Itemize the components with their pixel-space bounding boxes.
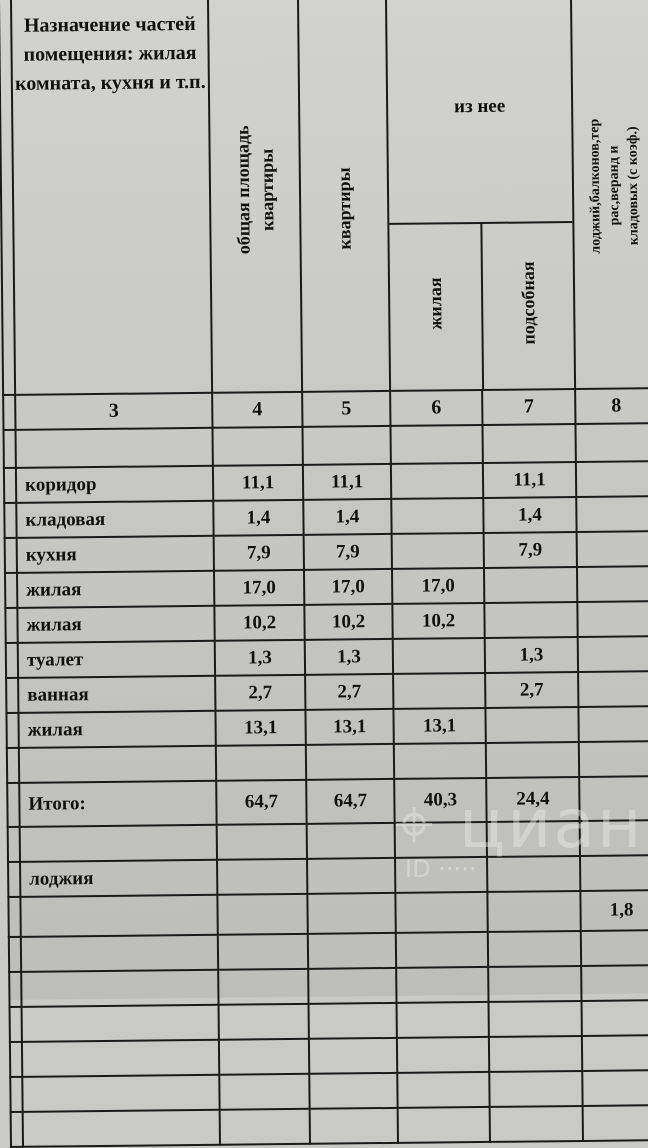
area-c4: 1,3 bbox=[214, 639, 306, 676]
area-c6: 13,1 bbox=[393, 707, 486, 744]
area-c5: 11,1 bbox=[302, 463, 392, 500]
area-c6 bbox=[391, 497, 484, 534]
area-c6 bbox=[393, 672, 486, 709]
area-c8 bbox=[577, 636, 648, 672]
col-number: 6 bbox=[390, 389, 483, 426]
group-label: из нее bbox=[386, 0, 573, 224]
area-c5: 17,0 bbox=[303, 568, 393, 605]
header-col4: общая площадь квартиры bbox=[207, 0, 303, 393]
col-number: 3 bbox=[15, 392, 213, 430]
area-c4: 13,1 bbox=[215, 709, 306, 746]
blank-row bbox=[10, 1105, 648, 1147]
area-c8 bbox=[578, 671, 648, 707]
room-name: кладовая bbox=[16, 500, 214, 538]
area-c5: 13,1 bbox=[305, 708, 394, 745]
header-col8: лоджий,балконов,тер рас,веранд и кладовых … bbox=[570, 0, 648, 389]
header-col5: квартиры bbox=[297, 0, 391, 392]
loggia-label: лоджия bbox=[20, 859, 218, 897]
room-name: ванная bbox=[18, 675, 216, 713]
area-c8 bbox=[575, 461, 648, 497]
total-c4: 64,7 bbox=[216, 779, 307, 825]
area-c7: 11,1 bbox=[482, 461, 577, 498]
header-row: Назначение частей помещения: жилая комна… bbox=[0, 0, 648, 395]
loggia-value-row: 1,8 bbox=[8, 890, 648, 937]
room-name: туалет bbox=[17, 640, 216, 678]
area-c4: 11,1 bbox=[212, 464, 304, 501]
header-col6: жилая bbox=[389, 222, 483, 390]
area-c8 bbox=[576, 496, 648, 532]
area-c4: 1,4 bbox=[213, 499, 304, 536]
room-name: жилая bbox=[17, 605, 215, 643]
area-c7 bbox=[485, 706, 579, 743]
area-c7: 1,4 bbox=[483, 496, 577, 533]
area-c5: 1,4 bbox=[303, 498, 392, 535]
col-number: 7 bbox=[482, 388, 576, 425]
area-c4: 17,0 bbox=[213, 569, 305, 606]
total-c5: 64,7 bbox=[306, 778, 395, 824]
area-c7 bbox=[483, 566, 578, 603]
area-c6 bbox=[391, 532, 484, 569]
room-name: жилая bbox=[18, 710, 216, 748]
area-c8 bbox=[577, 601, 648, 637]
col-number: 8 bbox=[575, 388, 648, 424]
area-c6 bbox=[392, 637, 486, 674]
watermark-id: ID ····· bbox=[405, 855, 477, 883]
area-c5: 2,7 bbox=[305, 673, 394, 710]
area-c5: 7,9 bbox=[303, 533, 392, 570]
cian-watermark: ⌖ циан ID ····· bbox=[395, 785, 644, 883]
header-group: из нее жилая подсобная bbox=[385, 0, 576, 391]
area-c7 bbox=[484, 601, 578, 638]
area-c4: 10,2 bbox=[214, 604, 305, 641]
room-name: жилая bbox=[16, 570, 215, 608]
area-c7: 2,7 bbox=[485, 671, 579, 708]
col-number: 4 bbox=[212, 391, 303, 428]
area-c5: 1,3 bbox=[304, 638, 394, 675]
area-c5: 10,2 bbox=[304, 603, 393, 640]
area-c8 bbox=[578, 706, 648, 742]
watermark-logo: ⌖ циан bbox=[395, 785, 644, 864]
area-c8 bbox=[576, 566, 648, 602]
area-c7: 7,9 bbox=[483, 531, 577, 568]
area-c6 bbox=[390, 462, 484, 499]
subheader: из нее жилая подсобная bbox=[386, 0, 575, 390]
header-col7: подсобная bbox=[480, 222, 575, 389]
total-label: Итого: bbox=[19, 780, 217, 827]
area-c7: 1,3 bbox=[484, 636, 579, 673]
area-c6: 10,2 bbox=[392, 602, 485, 639]
room-name: коридор bbox=[15, 465, 214, 503]
area-c4: 2,7 bbox=[215, 674, 306, 711]
area-c4: 7,9 bbox=[213, 534, 304, 571]
room-name: кухня bbox=[16, 535, 214, 573]
col-number: 5 bbox=[302, 390, 391, 427]
loggia-c8: 1,8 bbox=[580, 890, 648, 931]
area-c8 bbox=[576, 531, 648, 567]
header-col3: Назначение частей помещения: жилая комна… bbox=[10, 0, 213, 395]
area-c6: 17,0 bbox=[391, 567, 485, 604]
